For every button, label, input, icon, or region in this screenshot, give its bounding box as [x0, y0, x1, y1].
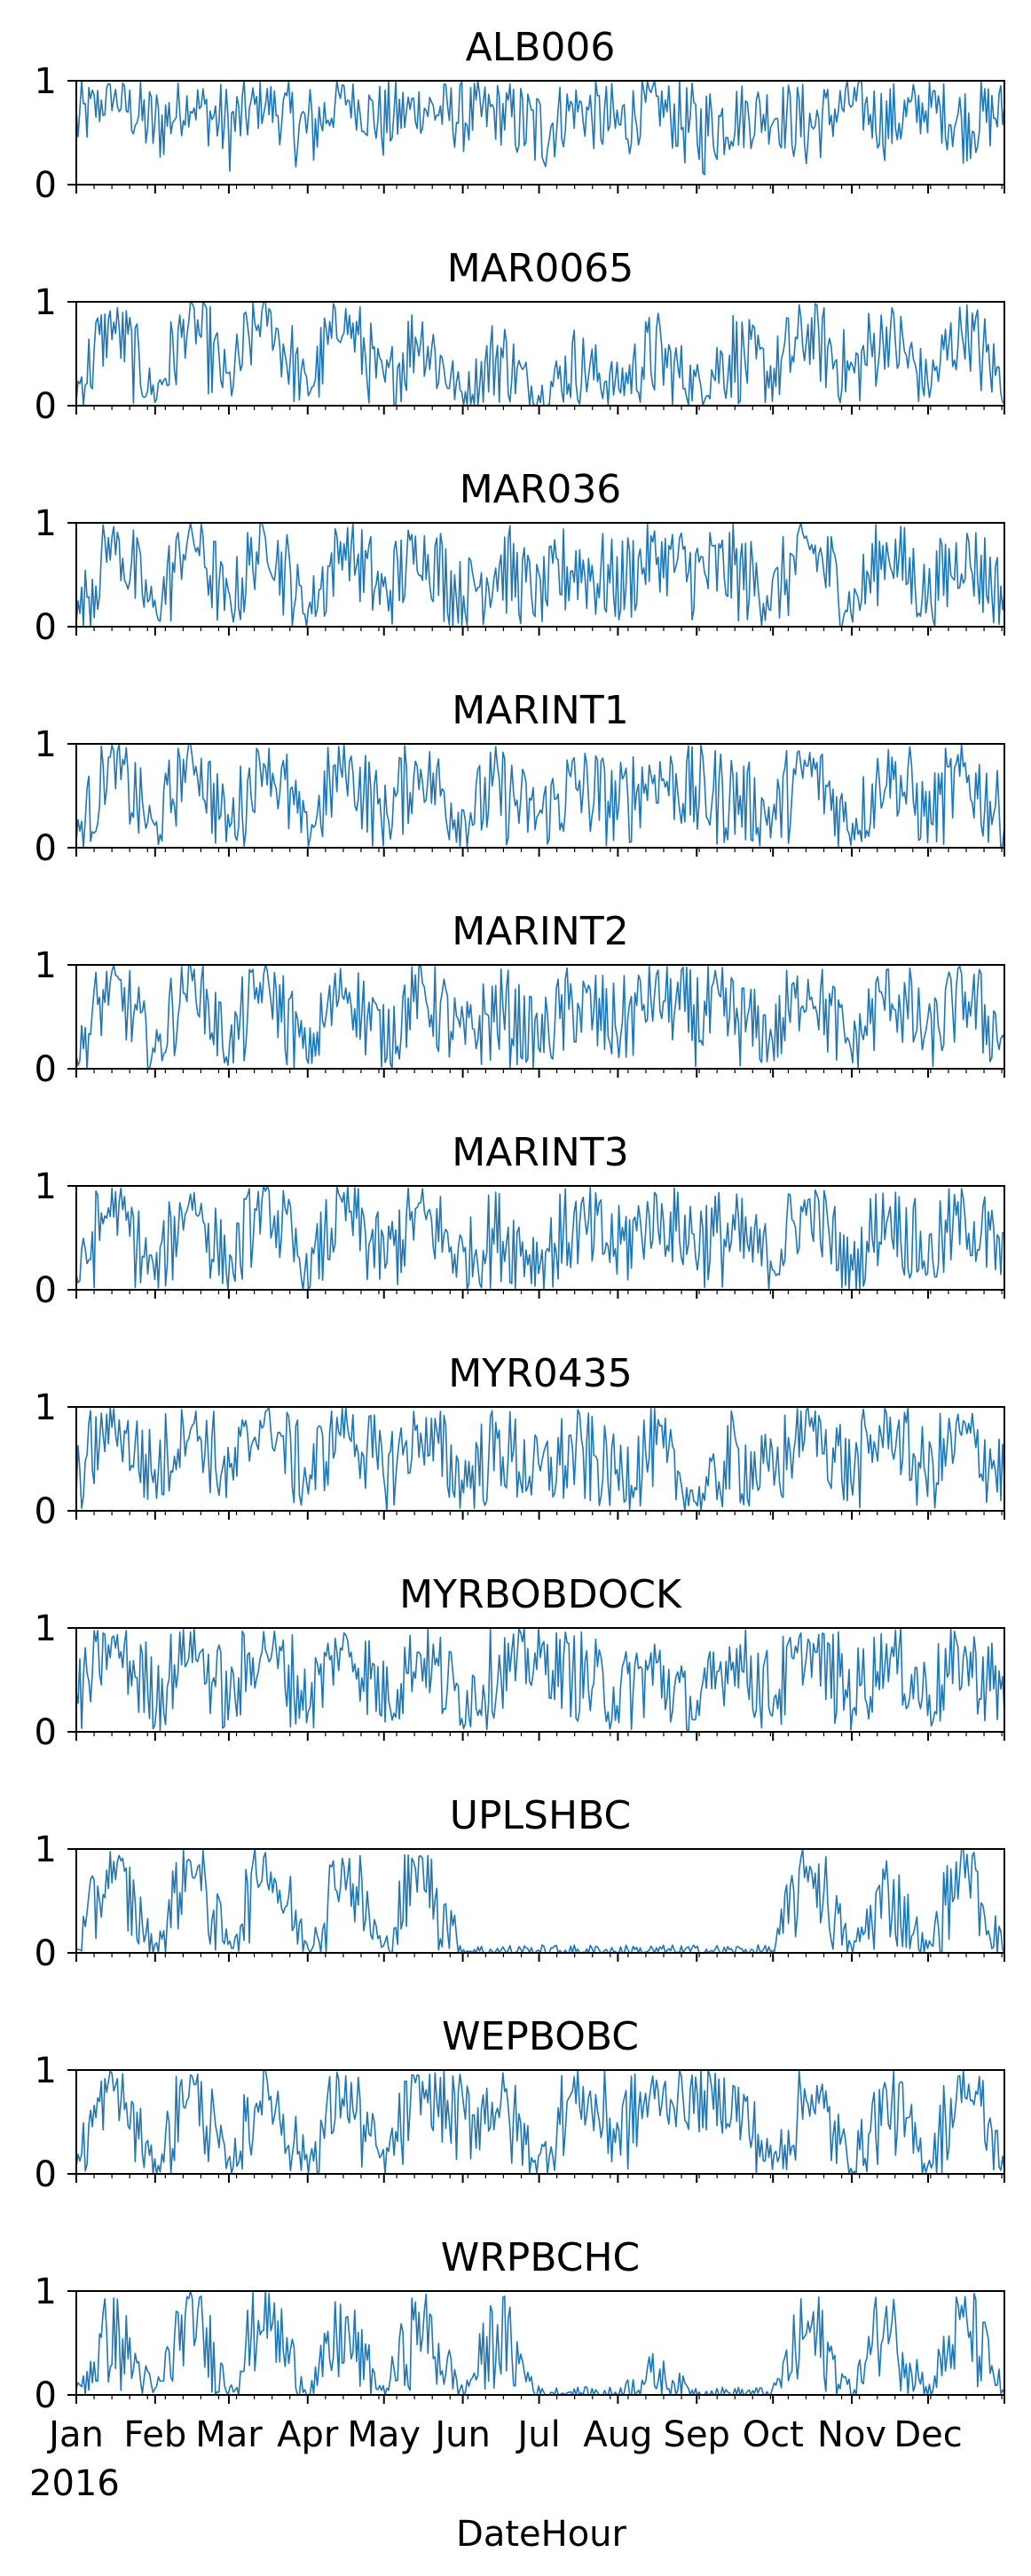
plot-frame [75, 2069, 1005, 2175]
x-tick-label-nov: Nov [817, 2414, 886, 2455]
series-line [75, 964, 1005, 1070]
series-line [75, 1627, 1005, 1733]
x-tick-label-mar: Mar [195, 2414, 263, 2455]
plot-frame [75, 1627, 1005, 1733]
x-axis-title: DateHour [456, 2514, 627, 2555]
plot-frame [75, 1406, 1005, 1512]
panel-title: MYR0435 [448, 1351, 632, 1396]
y-tick-label: 0 [35, 2375, 57, 2416]
x-axis-year-label: 2016 [29, 2463, 120, 2504]
y-tick-label: 1 [35, 945, 57, 986]
x-tick-label-sep: Sep [664, 2414, 730, 2455]
panel-title: UPLSHBC [450, 1793, 631, 1838]
y-tick-label: 0 [35, 1712, 57, 1753]
x-tick-label-oct: Oct [743, 2414, 804, 2455]
y-tick-label: 0 [35, 1270, 57, 1311]
panel-wepbobc: WEPBOBC 0 1 [35, 2014, 1005, 2195]
y-tick-label: 1 [35, 2051, 57, 2091]
x-tick-label-jan: Jan [46, 2414, 104, 2455]
y-tick-label: 0 [35, 1933, 57, 1974]
panel-marint3: MARINT3 0 1 [35, 1130, 1005, 1311]
x-tick-label-dec: Dec [893, 2414, 962, 2455]
y-tick-label: 1 [35, 1829, 57, 1870]
panel-title: MAR036 [460, 467, 622, 512]
series-line [75, 301, 1005, 407]
panel-mar0065: MAR0065 0 1 [35, 246, 1005, 427]
panel-title: MAR0065 [447, 246, 634, 291]
panel-myrbobdock: MYRBOBDOCK 0 1 [35, 1572, 1005, 1753]
series-line [75, 743, 1005, 849]
panel-alb006: ALB006 0 1 [35, 25, 1005, 206]
y-tick-label: 0 [35, 607, 57, 648]
panel-title: WRPBCHC [441, 2235, 641, 2280]
series-line [75, 1185, 1005, 1291]
panel-marint1: MARINT1 0 1 [35, 688, 1005, 869]
x-tick-label-apr: Apr [277, 2414, 339, 2455]
series-line [75, 80, 1005, 176]
y-tick-label: 1 [35, 1387, 57, 1428]
panel-title: MARINT2 [452, 909, 628, 954]
plot-frame [75, 964, 1005, 1070]
panel-title: MARINT3 [452, 1130, 628, 1175]
x-tick-label-jun: Jun [432, 2414, 491, 2455]
y-tick-label: 1 [35, 503, 57, 544]
plot-frame [75, 80, 1005, 186]
y-tick-label: 0 [35, 386, 57, 427]
panel-wrpbchc: WRPBCHC 0 1 [35, 2235, 1005, 2416]
series-line [75, 522, 1005, 628]
panel-mar036: MAR036 0 1 [35, 467, 1005, 648]
panel-title: WEPBOBC [442, 2014, 639, 2059]
plot-frame [75, 522, 1005, 628]
y-tick-label: 1 [35, 1166, 57, 1207]
y-tick-label: 1 [35, 1608, 57, 1649]
series-line [75, 2290, 1005, 2396]
panel-uplshbc: UPLSHBC 0 1 [35, 1793, 1005, 1974]
y-tick-label: 0 [35, 2154, 57, 2195]
panel-title: MARINT1 [452, 688, 628, 733]
plot-frame [75, 2290, 1005, 2396]
x-tick-label-feb: Feb [123, 2414, 186, 2455]
plot-frame [75, 1848, 1005, 1954]
x-axis-labels: 2016 DateHour Jan Feb Mar Apr May Jun Jul Aug Se… [29, 2414, 963, 2555]
x-tick-label-aug: Aug [583, 2414, 652, 2455]
series-line [75, 2069, 1005, 2175]
y-tick-label: 0 [35, 828, 57, 869]
panel-marint2: MARINT2 0 1 [35, 909, 1005, 1090]
plot-frame [75, 301, 1005, 407]
y-tick-label: 1 [35, 282, 57, 323]
y-tick-label: 1 [35, 2272, 57, 2312]
series-line [75, 1406, 1005, 1512]
panel-title: ALB006 [466, 25, 616, 70]
y-tick-label: 0 [35, 1491, 57, 1532]
panels-group: ALB00601MAR006501MAR03601MARINT101MARINT… [35, 25, 1005, 2416]
y-tick-label: 1 [35, 724, 57, 765]
y-tick-label: 1 [35, 61, 57, 102]
panel-title: MYRBOBDOCK [399, 1572, 682, 1617]
x-tick-label-may: May [347, 2414, 421, 2455]
plot-frame [75, 1185, 1005, 1291]
y-tick-label: 0 [35, 165, 57, 206]
x-tick-label-jul: Jul [515, 2414, 560, 2455]
y-tick-label: 0 [35, 1049, 57, 1090]
plot-frame [75, 743, 1005, 849]
panel-myr0435: MYR0435 0 1 [35, 1351, 1005, 1532]
